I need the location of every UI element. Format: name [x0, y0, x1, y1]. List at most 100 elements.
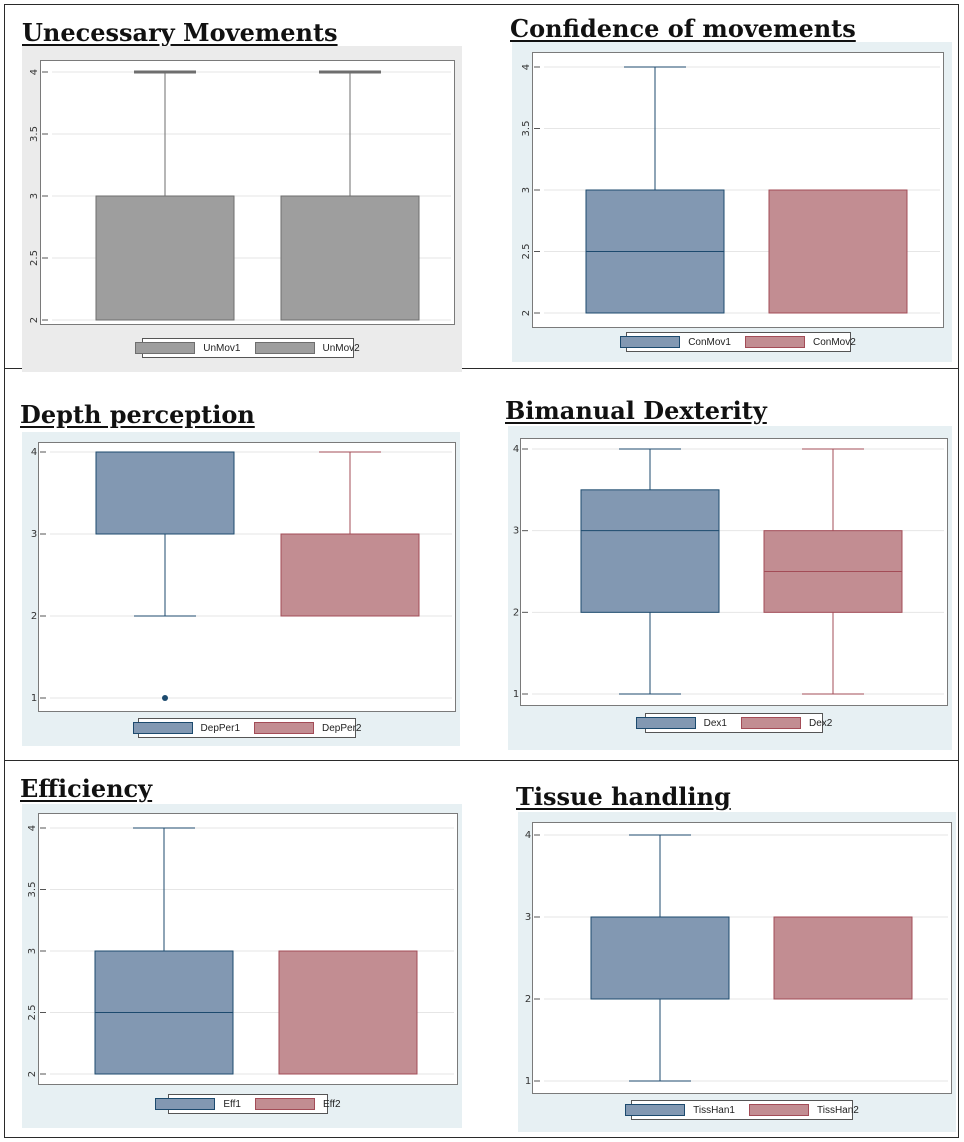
- box-DepPer2: [280, 451, 420, 617]
- legend-swatch: [635, 717, 696, 729]
- legend-item: UnMov1: [135, 342, 241, 354]
- box-TissHan1: [590, 834, 730, 1082]
- box-Eff1: [94, 827, 234, 1075]
- box-iqr: [768, 189, 908, 314]
- y-tick-label: 3: [513, 526, 519, 537]
- unnecessary-movements-legend: UnMov1 UnMov2: [135, 338, 360, 358]
- legend-label: ConMov1: [688, 336, 731, 348]
- box-TissHan2: [773, 916, 913, 1000]
- legend-swatch: [620, 336, 681, 348]
- box-UnMov1: [95, 70, 235, 321]
- box-Eff2: [278, 950, 418, 1075]
- y-tick-label: 3: [29, 193, 40, 199]
- legend-label: DepPer2: [322, 722, 362, 734]
- legend-item: Eff1: [155, 1098, 241, 1110]
- box-ConMov2: [768, 189, 908, 314]
- box-iqr: [590, 916, 730, 1000]
- legend-label: TissHan1: [693, 1104, 735, 1116]
- y-tick-label: 4: [27, 825, 38, 831]
- legend-swatch: [749, 1104, 809, 1116]
- y-tick-label: 2.5: [29, 250, 40, 266]
- legend-label: UnMov1: [203, 342, 241, 354]
- confidence-of-movements-title: Confidence of movements: [510, 14, 856, 43]
- y-tick-label: 4: [513, 444, 519, 455]
- box-iqr: [280, 195, 420, 321]
- legend-swatch: [132, 722, 193, 734]
- box-Dex1: [580, 448, 720, 695]
- box-Dex2: [763, 448, 903, 695]
- bimanual-dexterity-legend: Dex1 Dex2: [635, 713, 832, 733]
- tissue-handling-legend: TissHan1 TissHan2: [625, 1100, 859, 1120]
- outlier-point: [162, 695, 168, 701]
- legend-item: UnMov2: [254, 342, 360, 354]
- legend-label: Eff2: [323, 1098, 341, 1110]
- legend-swatch: [745, 336, 805, 348]
- legend-swatch: [155, 1098, 216, 1110]
- y-tick-label: 2: [525, 994, 531, 1005]
- y-tick-label: 2: [513, 607, 519, 618]
- legend-swatch: [254, 342, 315, 354]
- box-iqr: [773, 916, 913, 1000]
- y-tick-label: 4: [31, 447, 37, 458]
- y-tick-label: 1: [525, 1076, 531, 1087]
- box-ConMov1: [585, 66, 725, 314]
- unnecessary-movements-title: Unecessary Movements: [22, 18, 338, 47]
- legend-swatch: [135, 342, 196, 354]
- legend-item: Dex2: [741, 717, 832, 729]
- confidence-of-movements-legend: ConMov1 ConMov2: [620, 332, 856, 352]
- legend-label: UnMov2: [322, 342, 360, 354]
- y-tick-label: 2: [29, 317, 40, 323]
- y-tick-label: 1: [513, 689, 519, 700]
- y-tick-label: 4: [521, 64, 532, 70]
- y-tick-label: 2.5: [27, 1005, 38, 1021]
- y-tick-label: 3.5: [29, 126, 40, 142]
- y-tick-label: 2: [27, 1071, 38, 1077]
- legend-label: DepPer1: [200, 722, 240, 734]
- row-divider-1: [4, 368, 959, 369]
- legend-swatch: [625, 1104, 686, 1116]
- depth-perception-legend: DepPer1 DepPer2: [132, 718, 361, 738]
- legend-item: ConMov2: [745, 336, 856, 348]
- box-iqr: [278, 950, 418, 1075]
- y-tick-label: 3.5: [521, 121, 532, 137]
- y-tick-label: 3: [525, 912, 531, 923]
- y-tick-label: 4: [29, 69, 40, 75]
- legend-item: TissHan2: [749, 1104, 859, 1116]
- row-divider-2: [4, 760, 959, 761]
- y-tick-label: 2.5: [521, 244, 532, 260]
- legend-label: Dex2: [809, 717, 833, 729]
- y-tick-label: 3: [31, 529, 37, 540]
- legend-item: DepPer2: [254, 722, 361, 734]
- y-tick-label: 3.5: [27, 882, 38, 898]
- efficiency-title: Efficiency: [20, 774, 153, 803]
- figure-border: [4, 4, 959, 1138]
- legend-item: ConMov1: [620, 336, 731, 348]
- legend-label: ConMov2: [813, 336, 856, 348]
- legend-swatch: [254, 722, 314, 734]
- legend-item: Eff2: [255, 1098, 341, 1110]
- legend-swatch: [255, 1098, 315, 1110]
- y-tick-label: 2: [31, 611, 37, 622]
- box-iqr: [95, 451, 235, 535]
- tissue-handling-title: Tissue handling: [516, 782, 731, 811]
- y-tick-label: 3: [27, 948, 38, 954]
- depth-perception-title: Depth perception: [20, 400, 255, 429]
- box-iqr: [580, 489, 720, 613]
- legend-label: TissHan2: [817, 1104, 859, 1116]
- legend-label: Eff1: [223, 1098, 241, 1110]
- bimanual-dexterity-title: Bimanual Dexterity: [505, 396, 767, 425]
- legend-swatch: [741, 717, 801, 729]
- legend-item: Dex1: [635, 717, 727, 729]
- box-iqr: [280, 533, 420, 617]
- y-tick-label: 3: [521, 187, 532, 193]
- y-tick-label: 2: [521, 310, 532, 316]
- legend-item: DepPer1: [132, 722, 240, 734]
- y-tick-label: 4: [525, 830, 531, 841]
